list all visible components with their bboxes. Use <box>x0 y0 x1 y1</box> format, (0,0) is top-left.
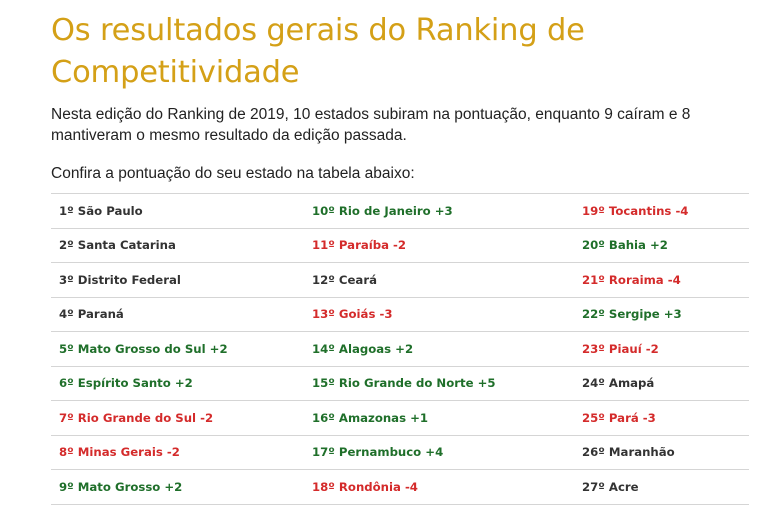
ranking-cell: 23º Piauí -2 <box>574 331 749 366</box>
ranking-cell: 7º Rio Grande do Sul -2 <box>51 400 304 435</box>
table-row: 4º Paraná 13º Goiás -3 22º Sergipe +3 <box>51 296 749 332</box>
table-row: 7º Rio Grande do Sul -2 16º Amazonas +1 25… <box>51 400 749 435</box>
ranking-cell: 11º Paraíba -2 <box>304 227 574 263</box>
ranking-cell: 9º Mato Grosso +2 <box>51 469 304 505</box>
ranking-table: 1º São Paulo 10º Rio de Janeiro +3 19º Toc… <box>51 193 749 505</box>
ranking-cell: 27º Acre <box>574 469 749 505</box>
table-row: 9º Mato Grosso +2 18º Rondônia -4 27º Acre <box>51 469 749 505</box>
ranking-cell: 24º Amapá <box>574 365 749 401</box>
page-title: Os resultados gerais do Ranking de Compe… <box>51 13 585 90</box>
table-intro: Confira a pontuação do seu estado na tab… <box>51 165 415 182</box>
ranking-cell: 5º Mato Grosso do Sul +2 <box>51 331 304 366</box>
ranking-table-body: 1º São Paulo 10º Rio de Janeiro +3 19º Toc… <box>51 193 749 505</box>
table-row: 8º Minas Gerais -2 17º Pernambuco +4 26º M… <box>51 434 749 470</box>
table-row: 3º Distrito Federal 12º Ceará 21º Roraima … <box>51 262 749 297</box>
table-row: 1º São Paulo 10º Rio de Janeiro +3 19º Toc… <box>51 193 749 228</box>
ranking-cell: 16º Amazonas +1 <box>304 400 574 435</box>
ranking-cell: 6º Espírito Santo +2 <box>51 365 304 401</box>
ranking-cell: 8º Minas Gerais -2 <box>51 434 304 470</box>
intro-paragraph: Nesta edição do Ranking de 2019, 10 esta… <box>51 106 691 144</box>
ranking-cell: 4º Paraná <box>51 296 304 332</box>
ranking-cell: 10º Rio de Janeiro +3 <box>304 193 574 228</box>
ranking-cell: 25º Pará -3 <box>574 400 749 435</box>
ranking-cell: 22º Sergipe +3 <box>574 296 749 332</box>
ranking-cell: 17º Pernambuco +4 <box>304 434 574 470</box>
ranking-cell: 14º Alagoas +2 <box>304 331 574 366</box>
ranking-cell: 20º Bahia +2 <box>574 227 749 263</box>
ranking-cell: 15º Rio Grande do Norte +5 <box>304 365 574 401</box>
ranking-cell: 19º Tocantins -4 <box>574 193 749 228</box>
article-content: Os resultados gerais do Ranking de Compe… <box>51 13 749 505</box>
ranking-cell: 2º Santa Catarina <box>51 227 304 263</box>
ranking-cell: 13º Goiás -3 <box>304 296 574 332</box>
ranking-cell: 26º Maranhão <box>574 434 749 470</box>
ranking-cell: 1º São Paulo <box>51 193 304 228</box>
table-row: 5º Mato Grosso do Sul +2 14º Alagoas +2 23… <box>51 331 749 366</box>
ranking-cell: 3º Distrito Federal <box>51 262 304 297</box>
ranking-cell: 12º Ceará <box>304 262 574 297</box>
ranking-cell: 21º Roraima -4 <box>574 262 749 297</box>
ranking-cell: 18º Rondônia -4 <box>304 469 574 505</box>
table-row: 2º Santa Catarina 11º Paraíba -2 20º Bahia… <box>51 227 749 263</box>
table-row: 6º Espírito Santo +2 15º Rio Grande do No… <box>51 365 749 401</box>
